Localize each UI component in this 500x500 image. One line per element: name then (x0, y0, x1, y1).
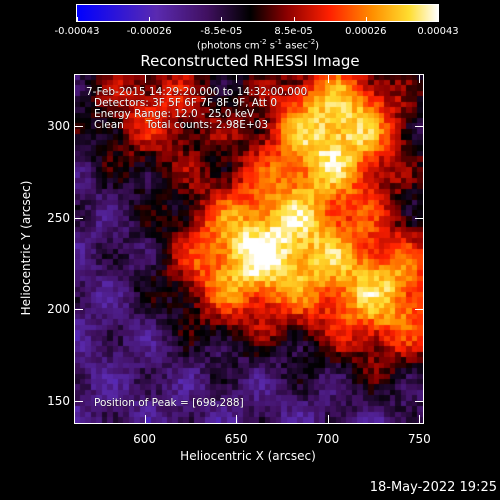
chart-title: Reconstructed RHESSI Image (140, 52, 360, 70)
detectors-label: Detectors: 3F 5F 6F 7F 8F 9F, Att 0 (94, 97, 278, 109)
x-tick-label: 650 (224, 432, 248, 446)
colorbar-tick-label: 0.00043 (417, 26, 459, 37)
y-tick-mark (75, 309, 83, 311)
y-tick-label: 150 (47, 394, 70, 409)
method-label: Clean (94, 119, 124, 131)
colorbar-tick-mark (438, 17, 439, 22)
x-tick-mark (419, 415, 421, 423)
colorbar-tick-label: 0.00026 (345, 26, 387, 37)
colorbar-tick-label: -0.00043 (54, 26, 100, 37)
y-tick-mark (75, 126, 83, 128)
y-tick-mark (415, 309, 423, 311)
y-tick-mark (415, 217, 423, 219)
colorbar (76, 4, 439, 22)
colorbar-tick-label: 8.5e-05 (274, 26, 313, 37)
colorbar-tick-mark (293, 17, 295, 22)
colorbar-tick-label: -8.5e-05 (200, 26, 243, 37)
y-tick-mark (75, 217, 83, 219)
x-axis-label: Heliocentric X (arcsec) (180, 449, 316, 463)
y-tick-mark (415, 401, 423, 403)
x-tick-mark (236, 415, 238, 423)
x-tick-mark (144, 415, 146, 423)
colorbar-tick-mark (365, 17, 367, 22)
colorbar-gradient (77, 5, 438, 21)
x-tick-mark (236, 75, 238, 83)
y-tick-mark (415, 126, 423, 128)
colorbar-tick-mark (149, 17, 151, 22)
time-range-label: 7-Feb-2015 14:29:20.000 to 14:32:00.000 (86, 86, 308, 98)
x-tick-mark (419, 75, 421, 83)
x-tick-mark (144, 75, 146, 83)
y-tick-mark (75, 401, 83, 403)
colorbar-unit: (photons cm-2 s-1 asec-2) (196, 38, 320, 52)
total-counts-label: Total counts: 2.98E+03 (146, 119, 269, 131)
y-tick-label: 200 (47, 302, 70, 317)
x-tick-label: 750 (407, 432, 431, 446)
x-tick-label: 700 (316, 432, 340, 446)
x-tick-label: 600 (133, 432, 157, 446)
plot-frame (74, 74, 424, 424)
x-tick-mark (327, 415, 329, 423)
timestamp: 18-May-2022 19:25 (369, 480, 497, 495)
energy-range-label: Energy Range: 12.0 - 25.0 keV (94, 108, 255, 120)
colorbar-tick-mark (77, 17, 78, 22)
peak-position-label: Position of Peak = [698,288] (94, 397, 244, 409)
colorbar-tick-mark (221, 17, 223, 22)
y-tick-label: 300 (47, 119, 70, 134)
y-tick-label: 250 (47, 210, 70, 225)
colorbar-tick-label: -0.00026 (126, 26, 172, 37)
heatmap-image (75, 75, 423, 423)
y-axis-label: Heliocentric Y (arcsec) (19, 180, 33, 316)
x-tick-mark (327, 75, 329, 83)
